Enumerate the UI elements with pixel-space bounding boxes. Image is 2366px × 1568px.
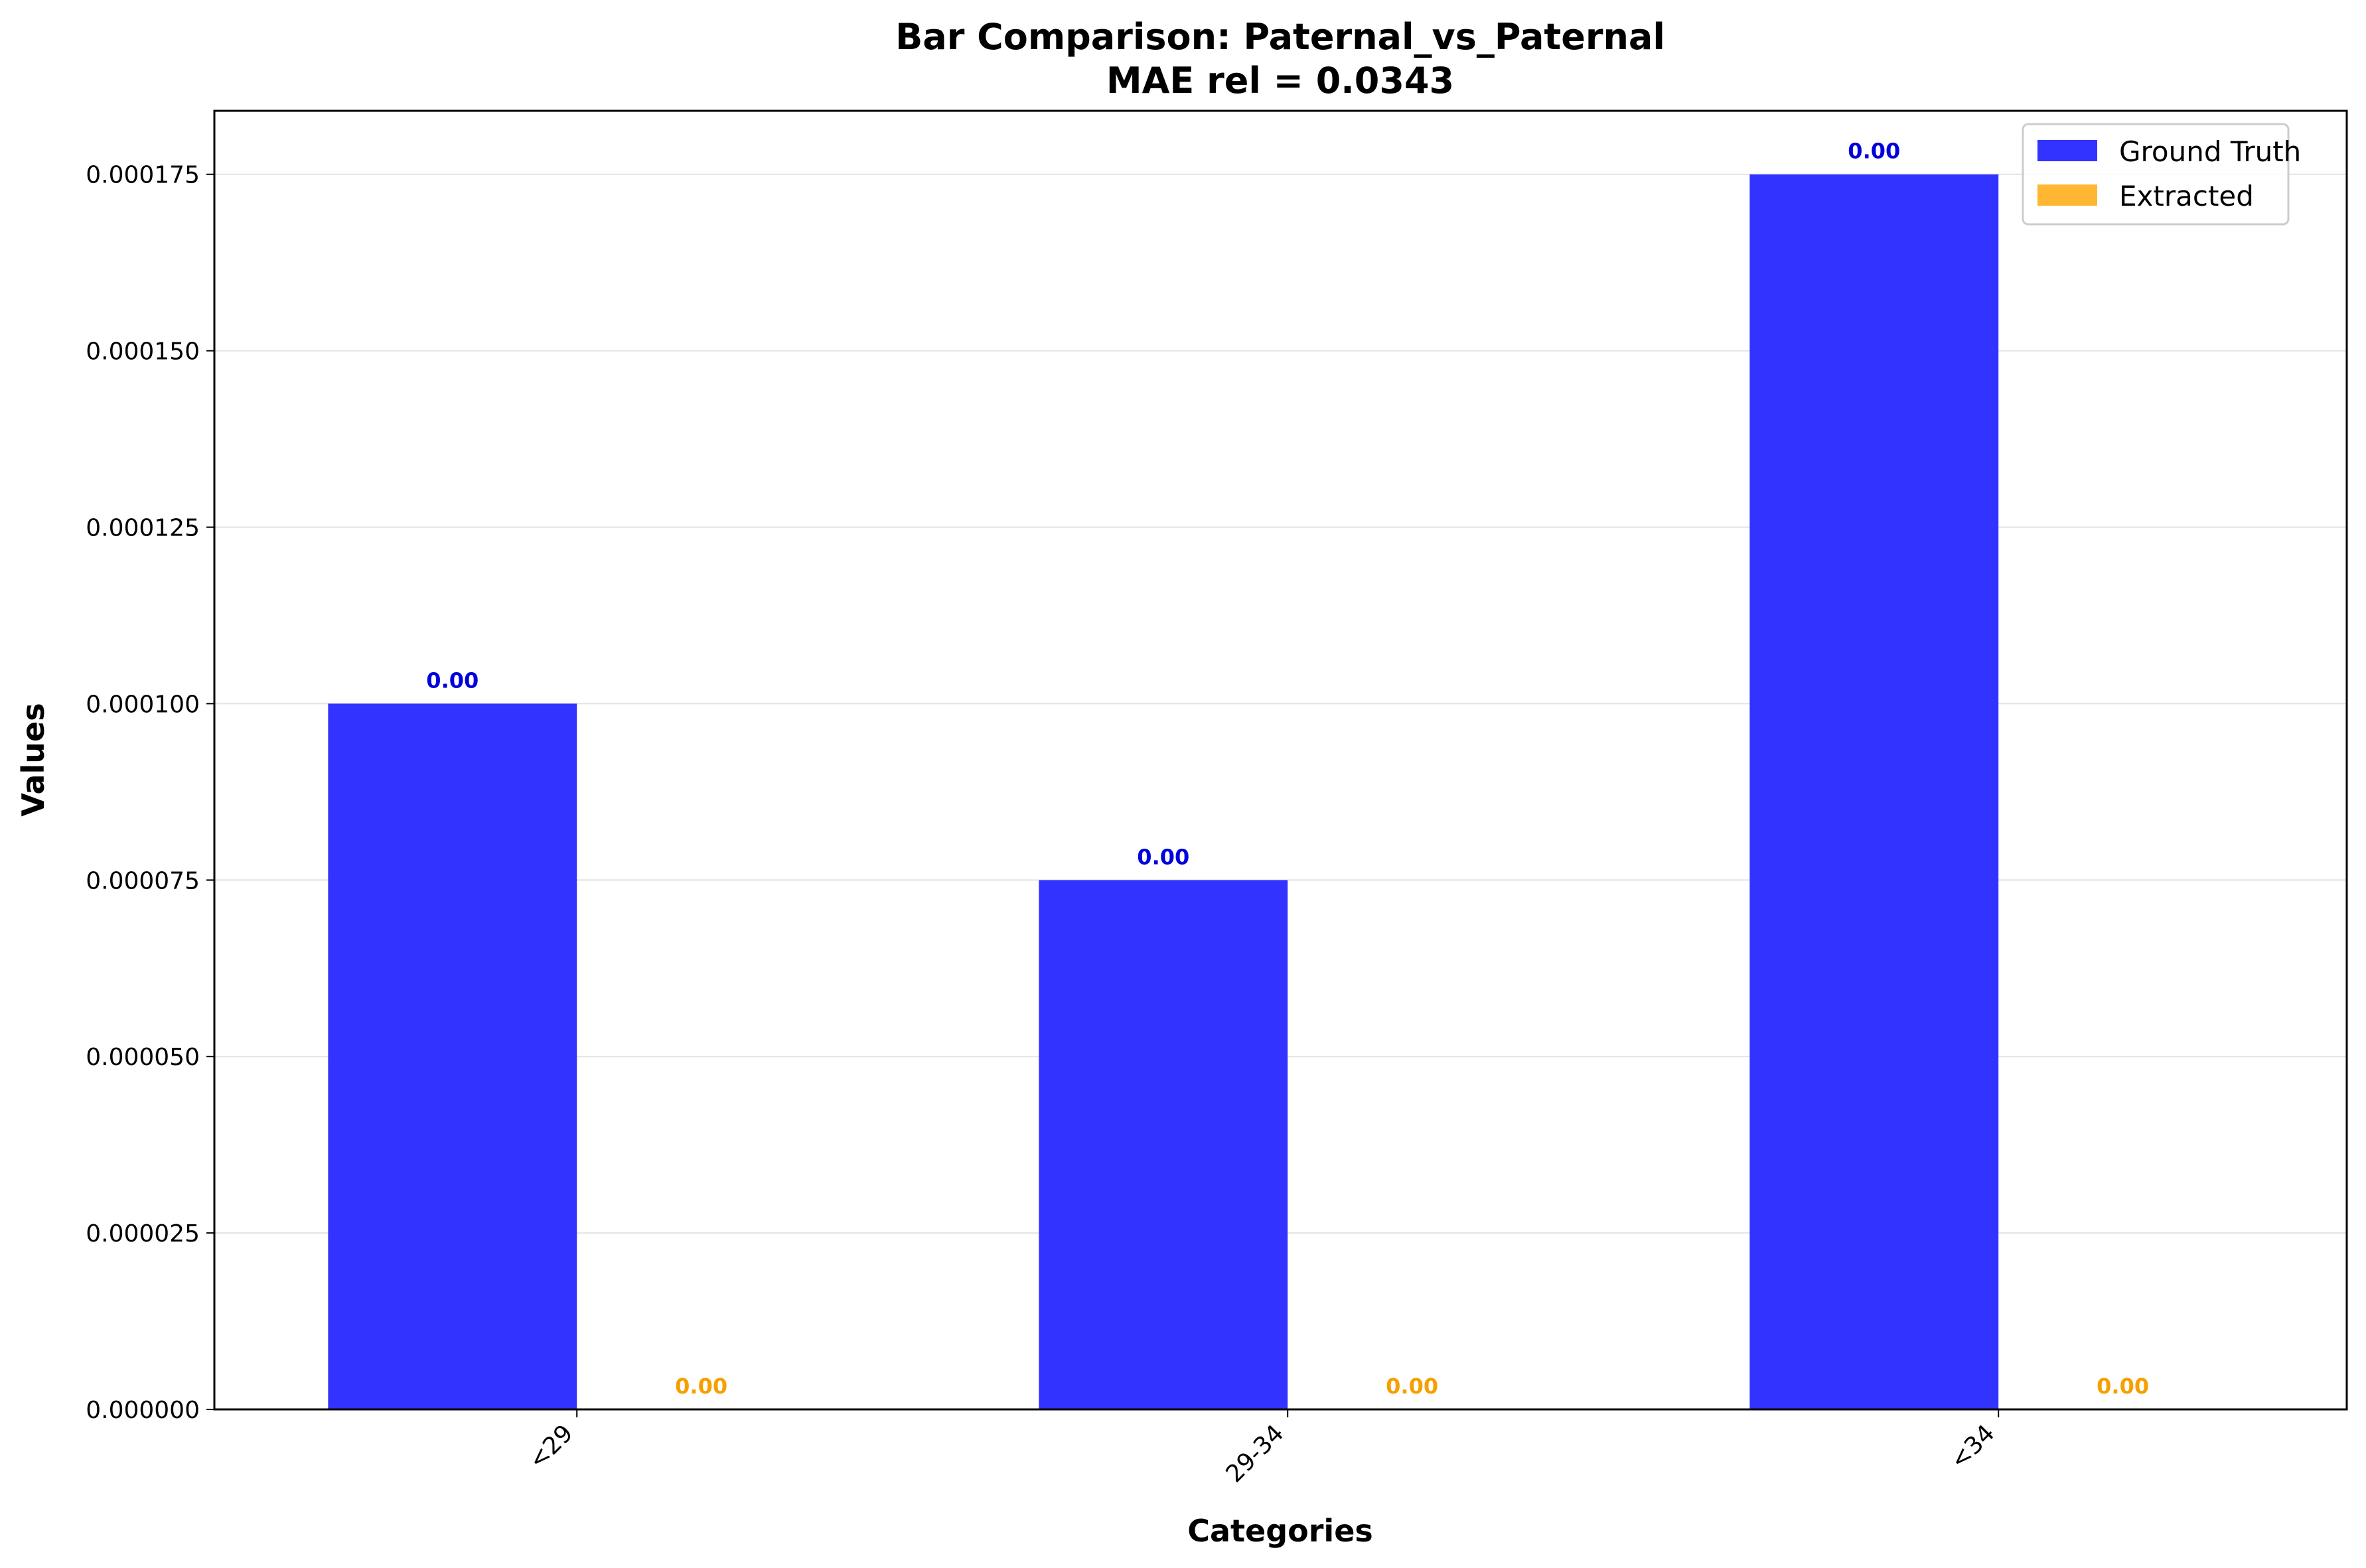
- plot-frame: [213, 109, 2348, 1411]
- legend-swatch-extracted: [2037, 184, 2097, 206]
- data-label-extracted-1: 0.00: [675, 1374, 727, 1399]
- y-tick-label: 0.000050: [86, 1044, 200, 1071]
- legend-label-extracted: Extracted: [2119, 180, 2254, 212]
- chart-subtitle: MAE rel = 0.0343: [1106, 60, 1454, 102]
- y-tick-label: 0.000025: [86, 1220, 200, 1247]
- y-tick-label: 0.000175: [86, 162, 200, 189]
- bar-ground-truth-1: [328, 703, 577, 1409]
- legend: Ground Truth Extracted: [2022, 123, 2301, 226]
- y-axis-label: Values: [15, 703, 51, 816]
- bar-ground-truth-2: [1039, 880, 1288, 1409]
- y-tick-label: 0.000100: [86, 691, 200, 718]
- bar-ground-truth-3: [1749, 174, 1999, 1409]
- data-label-extracted-2: 0.00: [1386, 1374, 1438, 1399]
- x-axis-label: Categories: [1187, 1513, 1373, 1549]
- y-tick-label: 0.000125: [86, 515, 200, 542]
- data-label-extracted-3: 0.00: [2097, 1374, 2149, 1399]
- y-tick-label: 0.000000: [86, 1397, 200, 1424]
- legend-label-ground-truth: Ground Truth: [2119, 135, 2301, 168]
- bars: [328, 174, 1999, 1409]
- bar-data-labels: 0.00 0.00 0.00 0.00 0.00 0.00: [426, 139, 2149, 1399]
- chart-title: Bar Comparison: Paternal_vs_Paternal: [895, 16, 1665, 58]
- data-label-ground-truth-1: 0.00: [426, 668, 479, 693]
- legend-swatch-ground-truth: [2037, 140, 2097, 161]
- data-label-ground-truth-3: 0.00: [1848, 139, 1900, 164]
- y-axis-ticks: 0.000000 0.000025 0.000050 0.000075 0.000100…: [86, 162, 214, 1424]
- y-tick-label: 0.000150: [86, 338, 200, 366]
- y-tick-label: 0.000075: [86, 867, 200, 894]
- data-label-ground-truth-2: 0.00: [1137, 844, 1189, 869]
